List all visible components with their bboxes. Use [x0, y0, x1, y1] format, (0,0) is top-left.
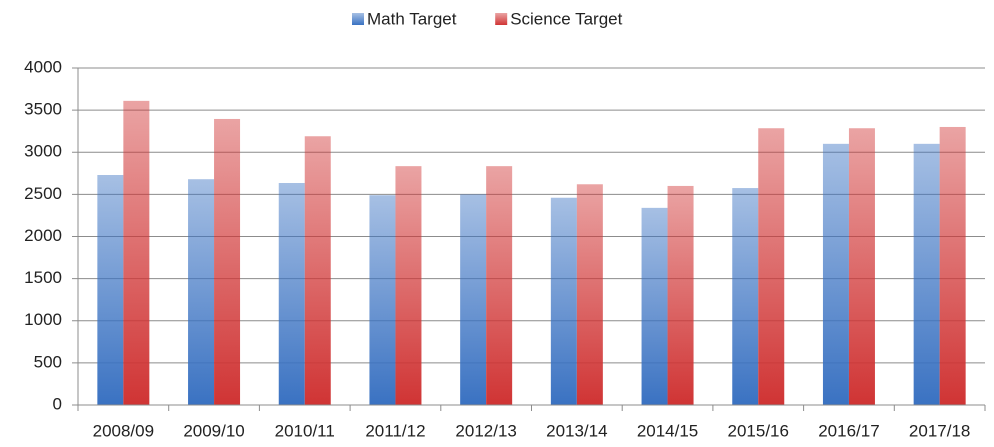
- bar: [667, 185, 694, 405]
- x-tick-label: 2010/11: [275, 421, 335, 440]
- y-tick-label: 1500: [24, 268, 62, 287]
- x-tick-label: 2014/15: [637, 421, 698, 440]
- bar: [304, 136, 331, 405]
- y-tick-label: 3000: [24, 142, 62, 161]
- bar: [822, 143, 849, 405]
- legend-label: Math Target: [367, 9, 457, 28]
- y-tick-label: 500: [34, 352, 62, 371]
- x-tick-label: 2009/10: [183, 421, 244, 440]
- x-tick-label: 2015/16: [728, 421, 789, 440]
- x-tick-label: 2016/17: [818, 421, 879, 440]
- bar: [188, 179, 215, 405]
- x-tick-label: 2012/13: [455, 421, 516, 440]
- bar: [848, 128, 875, 405]
- x-tick-label: 2011/12: [365, 421, 425, 440]
- legend-label: Science Target: [510, 9, 622, 28]
- x-tick-label: 2013/14: [546, 421, 607, 440]
- bar: [486, 166, 513, 405]
- y-tick-label: 2500: [24, 184, 62, 203]
- x-tick-label: 2008/09: [93, 421, 154, 440]
- bar: [758, 128, 785, 405]
- bar: [369, 195, 396, 405]
- bar: [913, 143, 940, 405]
- bar: [278, 183, 305, 405]
- bar: [214, 118, 241, 405]
- bar: [97, 174, 124, 405]
- bar: [550, 197, 577, 405]
- y-tick-label: 2000: [24, 226, 62, 245]
- y-tick-label: 3500: [24, 100, 62, 119]
- x-tick-label: 2017/18: [909, 421, 970, 440]
- bar: [641, 207, 668, 405]
- legend-swatch: [495, 13, 508, 25]
- bar: [732, 188, 759, 405]
- bar: [395, 166, 422, 405]
- legend-swatch: [352, 13, 364, 25]
- bar: [123, 100, 150, 406]
- y-tick-label: 4000: [24, 57, 62, 76]
- bar: [939, 126, 966, 405]
- y-tick-label: 1000: [24, 310, 62, 329]
- y-tick-label: 0: [53, 394, 62, 413]
- bar: [460, 194, 487, 405]
- bar: [576, 184, 603, 405]
